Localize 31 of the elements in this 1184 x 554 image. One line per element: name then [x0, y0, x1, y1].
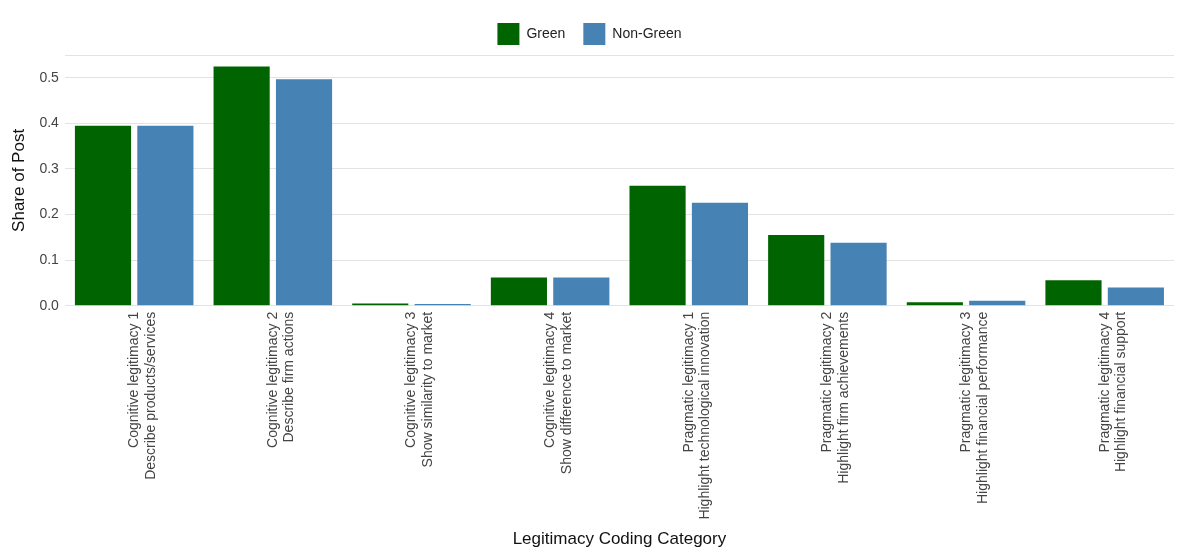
y-axis-title: Share of Post	[8, 128, 28, 232]
bar	[74, 125, 132, 306]
bar	[553, 277, 610, 306]
legend-label: Green	[526, 24, 566, 41]
x-tick-label: Cognitive legitimacy 4 Show difference to market	[540, 311, 574, 475]
bar	[1045, 280, 1102, 306]
y-tick-label: 0.2	[39, 205, 60, 222]
x-tick-label: Pragmatic legitimacy 3 Highlight financial performance	[956, 311, 990, 505]
bar	[629, 185, 686, 306]
x-tick-label: Pragmatic legitimacy 2 Highlight firm achievements	[818, 311, 852, 484]
legend-label: Non-Green	[612, 24, 682, 41]
x-tick-label: Cognitive legitimacy 1 Describe products/services	[125, 311, 158, 480]
bar	[137, 125, 194, 306]
x-tick-label: Pragmatic legitimacy 4 Highlight financial support	[1095, 311, 1129, 473]
bar	[906, 302, 963, 306]
bar	[490, 277, 547, 306]
bar	[275, 79, 333, 306]
bar	[768, 235, 825, 306]
bar	[213, 66, 270, 306]
x-tick-label: Cognitive legitimacy 2 Describe firm actions	[263, 311, 297, 448]
y-tick-label: 0.4	[39, 114, 60, 131]
x-tick-label: Pragmatic legitimacy 1 Highlight technological innovation	[679, 311, 713, 520]
bar	[830, 242, 887, 306]
x-tick-label: Cognitive legitimacy 3 Show similarity to market	[402, 311, 436, 468]
y-tick-label: 0.3	[39, 159, 60, 176]
bar	[691, 202, 749, 306]
bar	[1107, 287, 1164, 306]
y-tick-label: 0.1	[39, 251, 60, 268]
x-axis-title: Legitimacy Coding Category	[512, 529, 727, 549]
y-tick-label: 0.5	[39, 68, 60, 85]
y-tick-label: 0.0	[39, 296, 60, 313]
